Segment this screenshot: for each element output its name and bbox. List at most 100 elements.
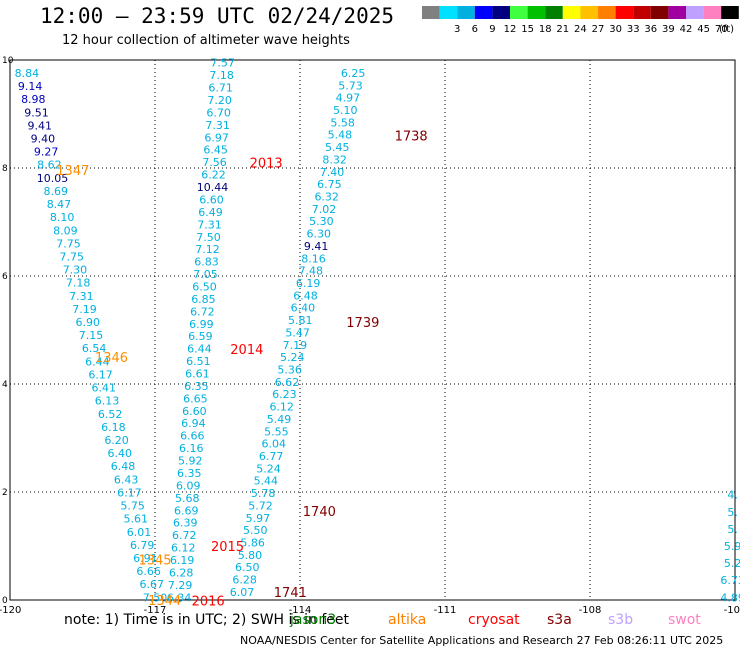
legend-swatch (686, 6, 704, 19)
wave-height-value: 6.12 (269, 401, 294, 414)
wave-height-value: 7.20 (207, 94, 232, 107)
legend-swatch (703, 6, 722, 19)
x-tick-label: -114 (289, 605, 312, 616)
wave-height-value: 8.09 (53, 224, 78, 237)
wave-height-value: 7.05 (193, 268, 218, 281)
wave-height-value: 7.50 (196, 231, 221, 244)
wave-height-value: 6.91 (133, 552, 158, 565)
wave-height-value: 9.40 (31, 133, 56, 146)
wave-height-value: 6.62 (275, 376, 300, 389)
wave-height-value: 6.18 (101, 421, 126, 434)
chart-title: 12:00 — 23:59 UTC 02/24/2025 (40, 4, 395, 28)
wave-height-value: 6.94 (181, 417, 206, 430)
wave-height-value: 7.29 (168, 579, 193, 592)
wave-height-value: 5.86 (240, 536, 265, 549)
wave-height-value: 6.19 (296, 277, 321, 290)
satellite-label-jason3: jason3 (290, 612, 337, 628)
wave-height-value: 7.40 (320, 166, 345, 179)
wave-height-value: 6.75 (317, 178, 342, 191)
wave-height-value: 6.09 (176, 479, 201, 492)
wave-height-value: 6.32 (314, 191, 339, 204)
wave-height-value: 5.61 (124, 513, 149, 526)
wave-height-value: 6.60 (182, 405, 207, 418)
y-tick-label: 10 (2, 56, 14, 66)
wave-height-value: 8.32 (322, 153, 347, 166)
wave-height-value: 5.47 (285, 326, 310, 339)
wave-height-value: 4.97 (336, 92, 361, 105)
wave-height-value: 9.41 (27, 119, 52, 132)
wave-height-value: 6.65 (183, 392, 208, 405)
wave-height-value: 5. (727, 506, 738, 519)
wave-height-value: 7.15 (79, 329, 104, 342)
legend-tick-label: 18 (539, 24, 552, 35)
wave-height-value: 5.44 (254, 475, 279, 488)
wave-height-value: 6.66 (180, 430, 205, 443)
wave-height-value: 4. (727, 489, 738, 502)
credit-line: NOAA/NESDIS Center for Satellite Applica… (240, 634, 724, 647)
legend-swatch (562, 6, 581, 19)
wave-height-value: 6.69 (174, 504, 199, 517)
wave-height-value: 6.13 (95, 395, 120, 408)
legend-tick-label: 42 (680, 24, 693, 35)
wave-height-value: 6.48 (293, 289, 318, 302)
wave-height-value: 6.50 (235, 561, 260, 574)
wave-height-value: 5.58 (330, 116, 355, 129)
y-tick-label: 8 (2, 164, 8, 174)
wave-height-value: 6.61 (185, 368, 210, 381)
wave-height-value: 8.10 (50, 211, 75, 224)
pass-time-label: 1346 (95, 351, 128, 366)
wave-height-value: 5.49 (267, 413, 292, 426)
wave-height-value: 6.52 (98, 408, 123, 421)
wave-height-value: 7.30 (63, 264, 88, 277)
chart-subtitle: 12 hour collection of altimeter wave hei… (62, 33, 350, 48)
wave-height-value: 6.01 (127, 526, 152, 539)
wave-height-value: 6.54 (82, 342, 107, 355)
x-tick-label: -105 (724, 605, 740, 616)
wave-height-value: 7.50 (143, 591, 168, 604)
wave-height-value: 6.59 (188, 330, 213, 343)
wave-height-value: 5.48 (328, 129, 353, 142)
y-tick-label: 6 (2, 272, 8, 282)
satellite-label-altika: altika (388, 612, 427, 628)
pass-time-label: 1738 (395, 130, 428, 145)
wave-height-value: 6.50 (192, 280, 217, 293)
wave-height-value: 6.23 (272, 388, 297, 401)
legend-tick-label: 12 (504, 24, 517, 35)
wave-height-value: 5.10 (333, 104, 358, 117)
wave-height-value: 7.56 (202, 156, 227, 169)
wave-height-value: 6.07 (230, 586, 255, 599)
legend-swatch (598, 6, 616, 19)
wave-height-value: 6.22 (201, 169, 226, 182)
wave-height-value: 5.68 (175, 492, 200, 505)
legend-swatch (422, 6, 440, 19)
wave-height-value: 6.60 (199, 193, 224, 206)
wave-height-value: 7.31 (205, 119, 230, 132)
wave-height-value: 9.14 (18, 80, 43, 93)
wave-height-value: 7.02 (312, 203, 337, 216)
wave-height-value: 6.77 (259, 450, 284, 463)
wave-height-value: 8.62 (37, 159, 62, 172)
x-tick-label: -111 (434, 605, 457, 616)
wave-height-value: 6.51 (186, 355, 211, 368)
color-legend: 3 6 9 12 15 18 21 24 27 30 33 36 39 42 45 70(ft) (422, 6, 739, 35)
pass-time-label: 2014 (230, 343, 263, 358)
wave-height-value: 6.70 (206, 106, 231, 119)
legend-tick-label: 33 (627, 24, 640, 35)
x-tick-label: -120 (0, 605, 21, 616)
wave-height-value: 6.39 (173, 517, 198, 530)
y-tick-label: 0 (2, 596, 8, 606)
wave-height-value: 9.41 (304, 240, 329, 253)
wave-height-value: 9.51 (24, 106, 49, 119)
wave-height-value: 6.20 (104, 434, 129, 447)
wave-height-value: 6.35 (184, 380, 209, 393)
wave-height-value: 6.45 (203, 144, 228, 157)
wave-height-value: 6.79 (130, 539, 155, 552)
wave-height-value: 6.28 (169, 566, 194, 579)
wave-height-value: 4.89 (720, 591, 740, 604)
pass-time-label: 1739 (346, 316, 379, 331)
legend-swatch (633, 6, 651, 19)
legend-tick-label: 6 (472, 24, 478, 35)
wave-height-value: 6.66 (136, 565, 161, 578)
wave-height-value: 8.47 (47, 198, 72, 211)
